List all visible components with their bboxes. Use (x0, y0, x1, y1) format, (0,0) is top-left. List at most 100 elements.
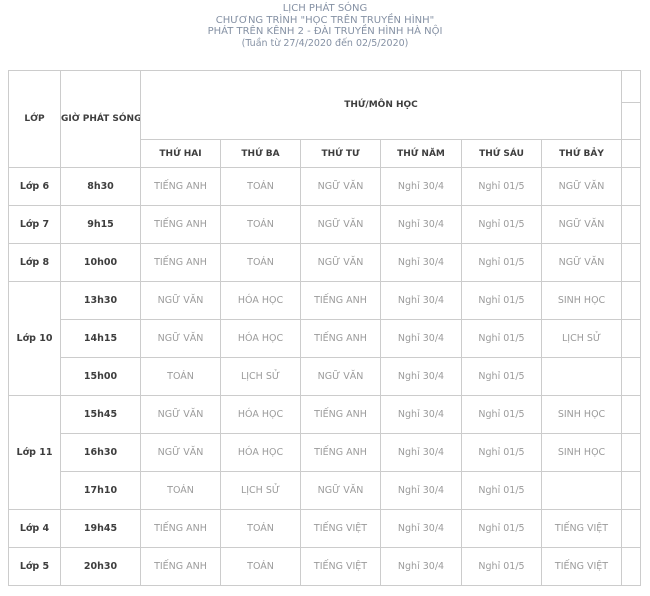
subject-cell: Nghỉ 01/5 (461, 357, 542, 396)
subject-cell: NGỮ VĂN (540, 205, 623, 244)
subject-cell: Nghỉ 01/5 (461, 243, 542, 282)
subject-cell: HÓA HỌC (220, 433, 301, 472)
subject-cell: Nghỉ 30/4 (380, 319, 462, 358)
spacer-cell (621, 509, 642, 548)
time-cell: 20h30 (60, 547, 141, 586)
subject-cell: TIẾNG ANH (300, 395, 381, 434)
time-cell: 9h15 (60, 205, 141, 244)
subject-cell: NGỮ VĂN (300, 471, 381, 510)
table-row: Lớp 6 8h30 TIẾNG ANH TOÁN NGỮ VĂN Nghỉ 3… (8, 167, 642, 206)
subject-cell: TIẾNG ANH (300, 433, 381, 472)
subject-cell: TIẾNG ANH (140, 509, 221, 548)
subject-cell: TIẾNG VIỆT (540, 509, 623, 548)
subject-cell: TIẾNG VIỆT (540, 547, 623, 586)
subject-cell: TOÁN (220, 167, 301, 206)
subject-cell: Nghỉ 30/4 (380, 433, 462, 472)
subject-cell: Nghỉ 01/5 (461, 205, 542, 244)
time-cell: 15h45 (60, 395, 141, 434)
subject-cell: SINH HỌC (540, 395, 623, 434)
subject-cell: TIẾNG ANH (300, 319, 381, 358)
subject-cell: Nghỉ 30/4 (380, 205, 462, 244)
class-cell: Lớp 6 (8, 167, 61, 206)
day-header-cell: THỨ TƯ (300, 139, 381, 168)
subject-cell: TOÁN (140, 357, 221, 396)
time-cell: 10h00 (60, 243, 141, 282)
subject-cell: LỊCH SỬ (220, 357, 301, 396)
day-header-cell: THỨ SÁU (461, 139, 542, 168)
table-row: Lớp 8 10h00 TIẾNG ANH TOÁN NGỮ VĂN Nghỉ … (8, 243, 642, 282)
class-cell: Lớp 11 (8, 395, 61, 510)
subject-cell: NGỮ VĂN (540, 167, 623, 206)
spacer-cell (621, 433, 642, 472)
spacer-cell (621, 243, 642, 282)
class-cell: Lớp 10 (8, 281, 61, 396)
day-subject-header-cell: THỨ/MÔN HỌC (139, 70, 623, 140)
class-cell: Lớp 4 (8, 509, 61, 548)
subject-cell: NGỮ VĂN (540, 243, 623, 282)
spacer-cell (621, 357, 642, 396)
subject-cell: SINH HỌC (540, 281, 623, 320)
header-row-days: THỨ HAI THỨ BA THỨ TƯ THỨ NĂM THỨ SÁU TH… (9, 139, 642, 168)
subject-cell: SINH HỌC (540, 433, 623, 472)
subject-cell: Nghỉ 01/5 (461, 433, 542, 472)
spacer-cell (621, 205, 642, 244)
spacer-cell (621, 139, 642, 168)
table-row: Lớp 5 20h30 TIẾNG ANH TOÁN TIẾNG VIỆT Ng… (8, 547, 642, 586)
subject-cell: TOÁN (220, 547, 301, 586)
time-cell: 14h15 (60, 319, 141, 358)
subject-cell: Nghỉ 01/5 (461, 281, 542, 320)
subject-cell: TIẾNG ANH (140, 205, 221, 244)
subject-cell: Nghỉ 30/4 (380, 281, 462, 320)
day-header-cell: THỨ HAI (140, 139, 221, 168)
spacer-cell (621, 319, 642, 358)
class-cell: Lớp 8 (8, 243, 61, 282)
subject-cell: Nghỉ 01/5 (461, 509, 542, 548)
page-title: LỊCH PHÁT SÓNG CHƯƠNG TRÌNH "HỌC TRÊN TR… (0, 0, 650, 49)
subject-cell: Nghỉ 30/4 (380, 471, 462, 510)
subject-cell: TIẾNG ANH (140, 243, 221, 282)
subject-cell: TIẾNG ANH (300, 281, 381, 320)
title-line-4: (Tuần từ 27/4/2020 đến 02/5/2020) (241, 37, 409, 49)
subject-cell: Nghỉ 01/5 (461, 395, 542, 434)
subject-cell: Nghỉ 30/4 (380, 167, 462, 206)
empty-subject-cell (540, 357, 623, 396)
subject-cell: LỊCH SỬ (220, 471, 301, 510)
subject-cell: NGỮ VĂN (300, 357, 381, 396)
title-line-3: PHÁT TRÊN KÊNH 2 - ĐÀI TRUYỀN HÌNH HÀ NỘ… (207, 26, 443, 37)
spacer-cell (621, 471, 642, 510)
subject-cell: Nghỉ 01/5 (461, 167, 542, 206)
time-cell: 15h00 (60, 357, 141, 396)
subject-cell: NGỮ VĂN (140, 319, 221, 358)
spacer-cell (621, 102, 642, 140)
table-row: Lớp 4 19h45 TIẾNG ANH TOÁN TIẾNG VIỆT Ng… (8, 509, 642, 548)
day-header-cell: THỨ BẢY (540, 139, 623, 168)
subject-cell: NGỮ VĂN (300, 205, 381, 244)
subject-cell: TIẾNG ANH (140, 167, 221, 206)
subject-cell: NGỮ VĂN (140, 395, 221, 434)
title-line-2: CHƯƠNG TRÌNH "HỌC TRÊN TRUYỀN HÌNH" (215, 14, 435, 26)
subject-cell: NGỮ VĂN (140, 433, 221, 472)
time-cell: 16h30 (60, 433, 141, 472)
subject-cell: Nghỉ 30/4 (380, 357, 462, 396)
time-header-cell: GIỜ PHÁT SÓNG (60, 70, 141, 168)
time-cell: 13h30 (60, 281, 141, 320)
spacer-cell (621, 281, 642, 320)
subject-cell: Nghỉ 30/4 (380, 243, 462, 282)
schedule-table: LỚP GIỜ PHÁT SÓNG THỨ/MÔN HỌC THỨ HAI TH… (8, 70, 642, 586)
time-cell: 17h10 (60, 471, 141, 510)
class-cell: Lớp 5 (8, 547, 61, 586)
title-line-1: LỊCH PHÁT SÓNG (282, 3, 368, 14)
subject-cell: TOÁN (220, 509, 301, 548)
time-cell: 19h45 (60, 509, 141, 548)
subject-cell: HÓA HỌC (220, 281, 301, 320)
subject-cell: LỊCH SỬ (540, 319, 623, 358)
table-row: 14h15 NGỮ VĂN HÓA HỌC TIẾNG ANH Nghỉ 30/… (9, 319, 642, 358)
day-header-cell: THỨ BA (220, 139, 301, 168)
time-cell: 8h30 (60, 167, 141, 206)
table-row: 17h10 TOÁN LỊCH SỬ NGỮ VĂN Nghỉ 30/4 Ngh… (9, 471, 642, 510)
subject-cell: TIẾNG VIỆT (300, 509, 381, 548)
subject-cell: Nghỉ 01/5 (461, 319, 542, 358)
class-header-cell: LỚP (8, 70, 61, 168)
spacer-cell (621, 70, 642, 103)
